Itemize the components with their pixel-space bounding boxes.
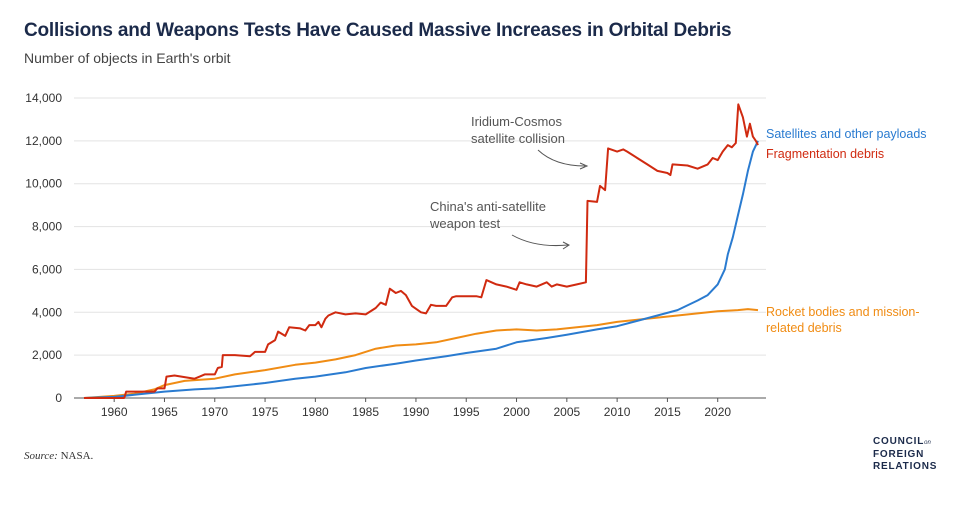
logo-line-3: RELATIONS	[873, 461, 938, 472]
chart-title: Collisions and Weapons Tests Have Caused…	[24, 20, 732, 41]
x-tick-label-2020: 2020	[704, 405, 731, 419]
annotation-iridium-cosmos-line-1: Iridium-Cosmos	[471, 114, 563, 129]
x-tick-label-1985: 1985	[352, 405, 379, 419]
x-tick-label-1965: 1965	[151, 405, 178, 419]
y-tick-label-6000: 6,000	[32, 262, 62, 276]
x-tick-label-1990: 1990	[403, 405, 430, 419]
y-tick-label-10000: 10,000	[25, 177, 62, 191]
logo-council: COUNCIL	[873, 436, 925, 447]
annotation-arrowhead-china	[562, 241, 570, 250]
annotation-arrow-china	[511, 234, 569, 246]
series-line-satellites-and-other-payloads	[83, 140, 759, 399]
legend-label-rocket-bodies-and-mission-related-debris-line-1: Rocket bodies and mission-	[766, 305, 920, 319]
y-tick-label-14000: 14,000	[25, 91, 62, 105]
annotation-arrow-iridium	[537, 149, 586, 167]
logo-line-1: COUNCILon	[873, 436, 937, 449]
y-tick-label-2000: 2,000	[32, 348, 62, 362]
cfr-logo: COUNCILon FOREIGN RELATIONS	[873, 436, 937, 473]
y-tick-label-8000: 8,000	[32, 220, 62, 234]
legend-label-rocket-bodies-and-mission-related-debris-line-2: related debris	[766, 321, 842, 335]
source-label: Source:	[24, 450, 58, 462]
legend-label-satellites-and-other-payloads-line-1: Satellites and other payloads	[766, 127, 927, 141]
x-tick-label-1960: 1960	[101, 405, 128, 419]
legend-label-fragmentation-debris-line-1: Fragmentation debris	[766, 147, 884, 161]
annotation-arrowhead-iridium	[579, 162, 589, 170]
x-tick-label-2015: 2015	[654, 405, 681, 419]
x-tick-label-1995: 1995	[453, 405, 480, 419]
x-tick-label-2000: 2000	[503, 405, 530, 419]
logo-line-2: FOREIGN	[873, 449, 925, 460]
x-tick-label-1980: 1980	[302, 405, 329, 419]
x-tick-label-1970: 1970	[201, 405, 228, 419]
series-line-fragmentation-debris	[84, 103, 759, 399]
annotation-china-asat-line-1: China's anti-satellite	[430, 199, 546, 214]
x-tick-label-1975: 1975	[252, 405, 279, 419]
x-tick-label-2010: 2010	[604, 405, 631, 419]
y-tick-label-12000: 12,000	[25, 134, 62, 148]
chart-subtitle: Number of objects in Earth's orbit	[24, 50, 231, 66]
annotation-china-asat-line-2: weapon test	[429, 216, 500, 231]
y-tick-label-0: 0	[55, 391, 62, 405]
y-tick-label-4000: 4,000	[32, 305, 62, 319]
series-line-rocket-bodies-and-mission-related-debris	[83, 308, 759, 399]
x-tick-label-2005: 2005	[553, 405, 580, 419]
source-note: Source: NASA.	[24, 450, 93, 462]
source-text: NASA.	[60, 450, 94, 462]
logo-on: on	[924, 440, 931, 446]
annotation-iridium-cosmos-line-2: satellite collision	[471, 131, 565, 146]
